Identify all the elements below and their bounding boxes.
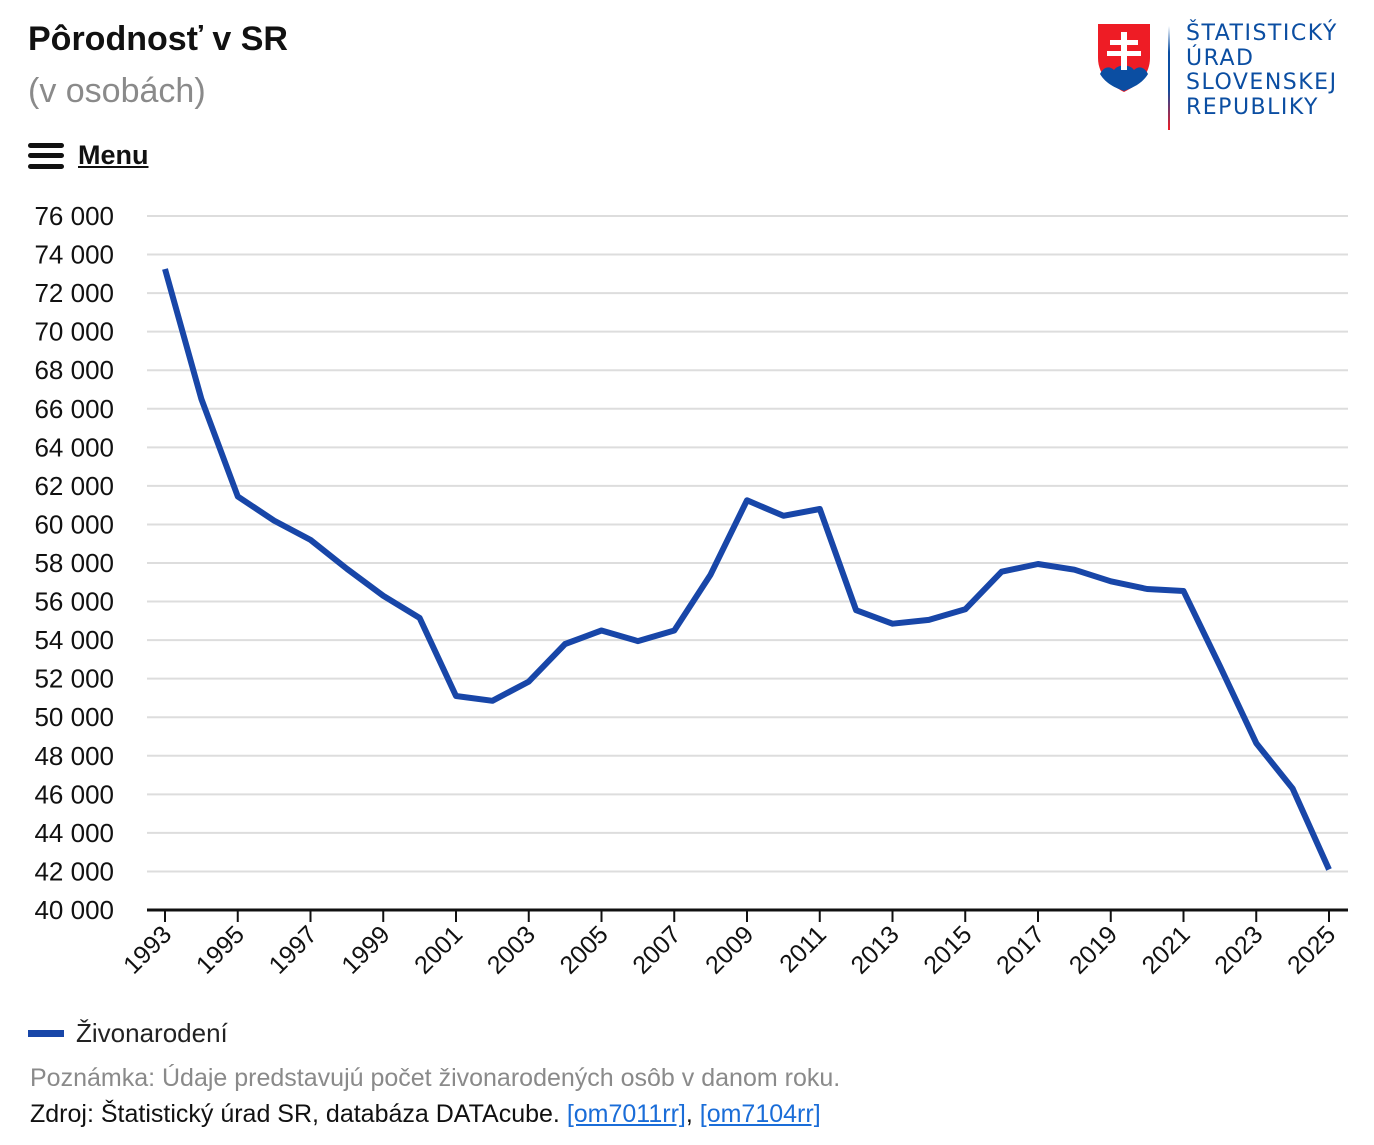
x-tick-label: 2005 <box>555 920 614 979</box>
y-tick-label: 44 000 <box>34 818 114 848</box>
y-tick-label: 72 000 <box>34 278 114 308</box>
logo-text: ŠTATISTICKÝ ÚRAD SLOVENSKEJ REPUBLIKY <box>1186 21 1338 120</box>
source-link-om7104rr[interactable]: [om7104rr] <box>699 1100 821 1128</box>
y-tick-label: 60 000 <box>34 509 114 539</box>
page-title: Pôrodnosť v SR <box>28 20 288 58</box>
x-tick-label: 2007 <box>627 920 686 979</box>
x-tick-label: 2013 <box>846 920 905 979</box>
logo-line: ÚRAD <box>1186 45 1255 71</box>
hamburger-icon <box>28 142 64 169</box>
y-tick-label: 64 000 <box>34 432 114 462</box>
x-tick-label: 2011 <box>774 920 832 978</box>
y-tick-label: 70 000 <box>34 317 114 347</box>
y-tick-label: 66 000 <box>34 394 114 424</box>
x-tick-label: 2019 <box>1064 920 1123 979</box>
y-tick-label: 48 000 <box>34 741 114 771</box>
y-tick-label: 42 000 <box>34 856 114 886</box>
x-tick-label: 1993 <box>118 920 177 979</box>
x-tick-label: 2009 <box>700 920 759 979</box>
y-tick-label: 52 000 <box>34 664 114 694</box>
y-tick-label: 46 000 <box>34 779 114 809</box>
y-tick-label: 74 000 <box>34 240 114 270</box>
y-tick-label: 68 000 <box>34 355 114 385</box>
x-tick-label: 2003 <box>482 920 541 979</box>
susr-logo[interactable]: ŠTATISTICKÝ ÚRAD SLOVENSKEJ REPUBLIKY <box>1096 21 1338 130</box>
y-tick-label: 40 000 <box>34 895 114 925</box>
x-tick-label: 1995 <box>191 920 250 979</box>
x-tick-label: 2001 <box>409 920 468 979</box>
logo-line: SLOVENSKEJ <box>1186 70 1338 95</box>
y-tick-label: 76 000 <box>34 201 114 231</box>
x-tick-label: 2021 <box>1137 920 1196 979</box>
x-tick-label: 2015 <box>918 920 977 979</box>
y-tick-label: 62 000 <box>34 471 114 501</box>
x-tick-label: 1997 <box>264 920 323 979</box>
logo-divider <box>1168 26 1170 130</box>
y-tick-label: 50 000 <box>34 702 114 732</box>
line-chart: 40 000 42 000 44 000 46 000 48 000 50 000 52 0… <box>34 201 1348 980</box>
y-tick-label: 54 000 <box>34 625 114 655</box>
y-tick-label: 56 000 <box>34 587 114 617</box>
menu-button[interactable]: Menu <box>28 140 149 171</box>
x-tick-label: 2023 <box>1209 920 1268 979</box>
source-line: Zdroj: Štatistický úrad SR, databáza DAT… <box>30 1100 821 1129</box>
page-subtitle: (v osobách) <box>28 72 206 110</box>
footnote: Poznámka: Údaje predstavujú počet živona… <box>30 1064 841 1092</box>
x-tick-label: 2025 <box>1282 920 1341 979</box>
x-tick-label: 1999 <box>336 920 395 979</box>
chart-legend[interactable]: Živonarodení <box>28 1018 228 1049</box>
logo-line: REPUBLIKY <box>1186 94 1319 120</box>
legend-swatch <box>28 1030 64 1037</box>
legend-label: Živonarodení <box>76 1018 228 1048</box>
source-text: Zdroj: Štatistický úrad SR, databáza DAT… <box>30 1100 567 1128</box>
menu-label: Menu <box>78 140 149 170</box>
source-separator: , <box>685 1100 700 1128</box>
x-tick-label: 2017 <box>991 920 1050 979</box>
slovak-coat-of-arms-icon <box>1098 24 1150 92</box>
logo-line: ŠTATISTICKÝ <box>1186 21 1338 46</box>
y-tick-label: 58 000 <box>34 548 114 578</box>
series-line-zivonarodeni[interactable] <box>162 268 1332 871</box>
source-link-om7011rr[interactable]: [om7011rr] <box>566 1100 686 1128</box>
